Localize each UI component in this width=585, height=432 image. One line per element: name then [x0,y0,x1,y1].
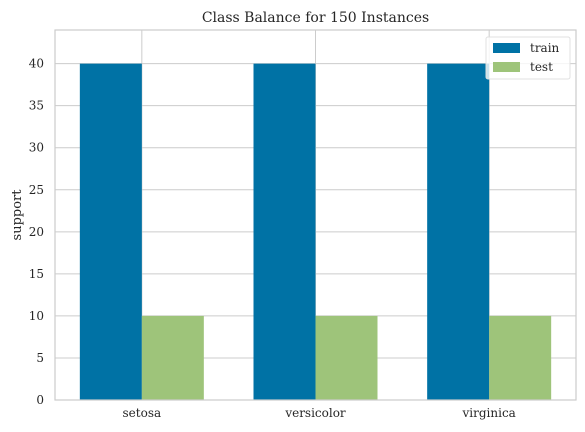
y-tick-label: 35 [29,99,44,113]
legend-label-train: train [530,41,560,55]
x-tick-label: versicolor [284,406,346,420]
y-tick-label: 0 [36,393,44,407]
bar-test-versicolor [315,315,378,400]
y-tick-label: 5 [36,351,44,365]
chart-title: Class Balance for 150 Instances [202,10,429,26]
legend-swatch-test [493,62,520,72]
x-tick-label: setosa [123,406,162,420]
y-tick-label: 40 [29,57,44,71]
y-tick-label: 15 [29,267,44,281]
bar-train-setosa [79,63,142,401]
y-axis-label: support [10,189,25,241]
bar-train-versicolor [253,63,316,401]
tick-labels: 0 5 10 15 20 25 30 35 40 setosa versicolor virginic… [29,57,516,420]
legend: train test [485,36,571,80]
legend-swatch-train [493,43,520,53]
bars-group [79,63,552,401]
legend-label-test: test [530,60,553,74]
bar-test-setosa [141,315,204,400]
axes-frame [54,29,577,401]
y-tick-label: 30 [29,141,44,155]
y-tick-label: 20 [29,225,44,239]
bar-train-virginica [427,63,490,401]
x-tick-label: virginica [462,406,516,420]
y-tick-label: 10 [29,309,44,323]
y-tick-label: 25 [29,183,44,197]
bar-test-virginica [489,315,552,400]
axes [54,29,577,401]
